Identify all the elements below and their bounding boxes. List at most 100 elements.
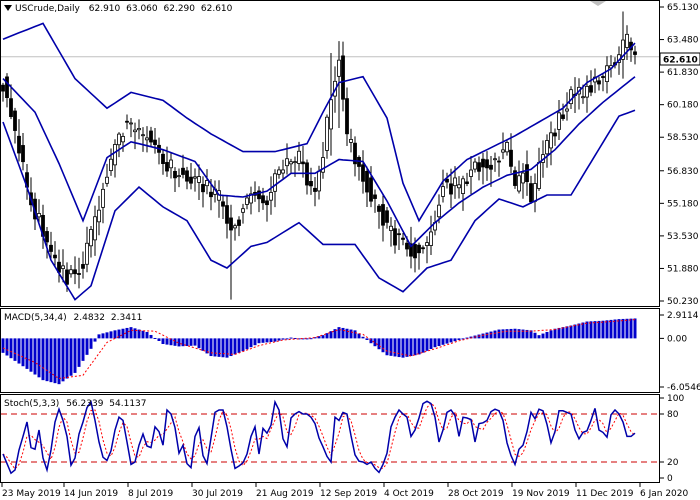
bollinger-lower-line: [2, 109, 636, 301]
macd-bar: [557, 327, 561, 339]
candle-body: [317, 170, 321, 192]
macd-bar: [245, 338, 249, 350]
candle-body: [565, 108, 569, 112]
macd-bar: [105, 332, 109, 339]
candle: [53, 241, 57, 267]
candle-body: [385, 210, 389, 223]
candle: [301, 145, 305, 178]
candle-body: [205, 180, 209, 187]
macd-bar: [561, 327, 565, 339]
candle: [5, 73, 9, 108]
macd-bar: [581, 322, 585, 339]
candle: [161, 149, 165, 175]
candle: [101, 182, 105, 224]
macd-bar: [585, 321, 589, 339]
macd-bar: [397, 338, 401, 358]
macd-bar: [49, 338, 53, 383]
candle: [21, 133, 25, 171]
price-plot: [1, 11, 659, 301]
dropdown-triangle-icon[interactable]: [4, 5, 12, 11]
candle: [453, 166, 457, 199]
price-tick-label: 60.180: [667, 101, 699, 111]
candle-body: [313, 187, 317, 192]
candle-body: [417, 244, 421, 254]
macd-bar: [117, 329, 121, 339]
macd-bar: [93, 338, 97, 342]
candle-body: [137, 128, 141, 131]
candle-body: [301, 161, 305, 165]
candle-body: [9, 98, 13, 117]
candle: [169, 152, 173, 179]
candle-body: [65, 269, 69, 285]
candle-body: [169, 159, 173, 169]
candle: [201, 176, 205, 208]
candle: [493, 152, 497, 172]
macd-bar: [53, 338, 57, 384]
macd-bar: [593, 321, 597, 339]
macd-bar: [277, 338, 281, 341]
macd-bar: [157, 338, 161, 341]
chart-shift-marker-icon[interactable]: [590, 1, 606, 6]
candle-body: [521, 172, 525, 184]
macd-bar: [517, 329, 521, 339]
candle-body: [69, 269, 73, 275]
macd-bar: [165, 338, 169, 345]
candle-body: [121, 136, 125, 143]
macd-header: MACD(5,34,4) 2.4832 2.3411: [4, 313, 142, 323]
candle-body: [153, 139, 157, 145]
macd-bar: [81, 338, 85, 361]
symbol-label: USCrude,Daily: [15, 4, 81, 14]
candle-body: [109, 158, 113, 171]
macd-bar: [413, 338, 417, 356]
candle: [549, 121, 553, 166]
candle-body: [497, 160, 501, 163]
candle: [569, 86, 573, 110]
macd-label: MACD(5,34,4): [4, 313, 67, 323]
macd-bar: [185, 338, 189, 347]
stoch-tick-label: 100: [667, 394, 684, 404]
candle: [625, 25, 629, 61]
candle: [353, 136, 357, 177]
candle: [113, 139, 117, 178]
candle-body: [201, 184, 205, 193]
macd-bar: [401, 338, 405, 358]
candle-body: [285, 158, 289, 167]
candle-body: [173, 170, 177, 179]
date-tick-label: 12 Sep 2019: [320, 489, 377, 499]
macd-bar: [481, 333, 485, 339]
macd-bar: [541, 333, 545, 339]
candle-body: [549, 132, 553, 149]
macd-bar: [269, 338, 273, 342]
macd-bar: [457, 338, 461, 340]
price-tick-label: 55.180: [667, 199, 699, 209]
candle-body: [377, 205, 381, 212]
macd-bar: [625, 318, 629, 339]
open-value: 62.910: [89, 4, 121, 14]
candle: [397, 228, 401, 250]
candle: [473, 158, 477, 173]
candle-body: [257, 190, 261, 200]
macd-bar: [461, 338, 465, 340]
candle-body: [533, 183, 537, 202]
macd-bar: [469, 336, 473, 339]
candle: [509, 133, 513, 174]
macd-bar: [229, 338, 233, 357]
candle: [349, 128, 353, 153]
candle: [273, 169, 277, 208]
macd-tick-label: 2.9114: [667, 311, 699, 321]
macd-tick-label: 0.00: [667, 334, 687, 344]
candle-body: [241, 208, 245, 213]
candle: [77, 257, 81, 289]
candle: [497, 156, 501, 177]
candle-body: [341, 55, 345, 100]
macd-bar: [421, 338, 425, 353]
candle: [465, 172, 469, 187]
macd-bar: [113, 330, 117, 339]
candle: [193, 168, 197, 192]
macd-bar: [257, 338, 261, 344]
macd-bar: [285, 338, 289, 340]
candle: [133, 122, 137, 150]
macd-bar: [601, 320, 605, 339]
price-tick-label: 58.530: [667, 133, 699, 143]
stoch-tick-label: 20: [667, 458, 679, 468]
